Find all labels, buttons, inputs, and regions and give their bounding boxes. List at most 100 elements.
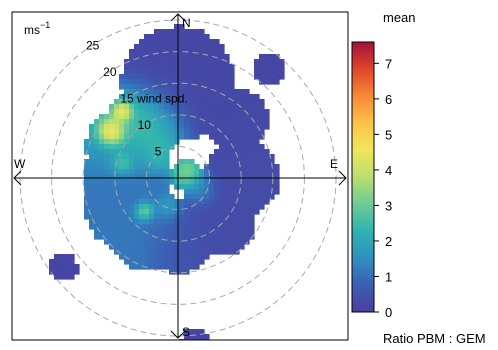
surface-cell: [154, 59, 160, 65]
surface-cell: [209, 179, 215, 185]
surface-cell: [259, 184, 265, 190]
surface-cell: [214, 189, 220, 195]
surface-cell: [169, 64, 175, 70]
surface-cell: [184, 124, 190, 130]
surface-cell: [249, 129, 255, 135]
surface-cell: [154, 244, 160, 250]
surface-cell: [179, 224, 185, 230]
surface-cell: [149, 254, 155, 260]
surface-cell: [199, 334, 205, 340]
surface-cell: [234, 124, 240, 130]
surface-cell: [124, 189, 130, 195]
surface-cell: [184, 184, 190, 190]
surface-cell: [144, 74, 150, 80]
surface-cell: [264, 154, 270, 160]
surface-cell: [109, 219, 115, 225]
surface-cell: [214, 239, 220, 245]
surface-cell: [74, 269, 80, 275]
surface-cell: [134, 64, 140, 70]
surface-cell: [184, 79, 190, 85]
surface-cell: [239, 189, 245, 195]
surface-cell: [209, 79, 215, 85]
surface-cell: [159, 174, 165, 180]
surface-cell: [204, 64, 210, 70]
surface-cell: [144, 199, 150, 205]
surface-cell: [84, 194, 90, 200]
surface-cell: [204, 239, 210, 245]
surface-cell: [224, 159, 230, 165]
surface-cell: [214, 99, 220, 105]
surface-cell: [139, 74, 145, 80]
surface-cell: [114, 109, 120, 115]
surface-cell: [164, 69, 170, 75]
surface-cell: [209, 194, 215, 200]
surface-cell: [199, 199, 205, 205]
colorbar-tick-label: 1: [385, 269, 392, 284]
surface-cell: [219, 64, 225, 70]
axes-cross: [13, 13, 347, 339]
surface-cell: [144, 59, 150, 65]
surface-cell: [179, 254, 185, 260]
surface-cell: [224, 234, 230, 240]
surface-cell: [264, 124, 270, 130]
surface-cell: [249, 94, 255, 100]
surface-cell: [199, 99, 205, 105]
surface-cell: [159, 74, 165, 80]
surface-cell: [144, 119, 150, 125]
surface-cell: [219, 159, 225, 165]
surface-cell: [164, 259, 170, 265]
surface-cell: [244, 139, 250, 145]
surface-cell: [184, 189, 190, 195]
surface-cell: [254, 194, 260, 200]
surface-cell: [219, 124, 225, 130]
surface-cell: [224, 109, 230, 115]
surface-cell: [214, 249, 220, 255]
surface-cell: [124, 154, 130, 160]
surface-cell: [214, 74, 220, 80]
surface-cell: [104, 124, 110, 130]
surface-cell: [104, 129, 110, 135]
surface-cell: [239, 229, 245, 235]
surface-cell: [234, 209, 240, 215]
surface-cell: [174, 44, 180, 50]
surface-cell: [239, 154, 245, 160]
surface-cell: [164, 119, 170, 125]
surface-cell: [144, 39, 150, 45]
surface-cell: [149, 249, 155, 255]
surface-cell: [229, 129, 235, 135]
surface-cell: [129, 109, 135, 115]
surface-cell: [154, 74, 160, 80]
surface-cell: [209, 184, 215, 190]
surface-cell: [124, 129, 130, 135]
surface-cell: [159, 204, 165, 210]
surface-cell: [224, 94, 230, 100]
surface-cell: [204, 49, 210, 55]
surface-cell: [229, 229, 235, 235]
surface-cell: [154, 239, 160, 245]
surface-cell: [134, 164, 140, 170]
surface-cell: [259, 64, 265, 70]
surface-cell: [189, 174, 195, 180]
surface-cell: [154, 214, 160, 220]
surface-cell: [169, 269, 175, 275]
surface-cell: [109, 224, 115, 230]
surface-cell: [179, 69, 185, 75]
surface-cell: [89, 139, 95, 145]
surface-cell: [149, 224, 155, 230]
surface-cell: [169, 29, 175, 35]
surface-cell: [229, 64, 235, 70]
surface-cell: [199, 224, 205, 230]
surface-cell: [144, 54, 150, 60]
surface-cell: [159, 164, 165, 170]
surface-cell: [119, 94, 125, 100]
surface-cell: [109, 134, 115, 140]
surface-cell: [134, 109, 140, 115]
surface-cell: [159, 239, 165, 245]
surface-cell: [209, 134, 215, 140]
surface-cell: [189, 64, 195, 70]
surface-cell: [154, 94, 160, 100]
surface-cell: [209, 64, 215, 70]
surface-cell: [174, 254, 180, 260]
surface-cell: [189, 329, 195, 335]
